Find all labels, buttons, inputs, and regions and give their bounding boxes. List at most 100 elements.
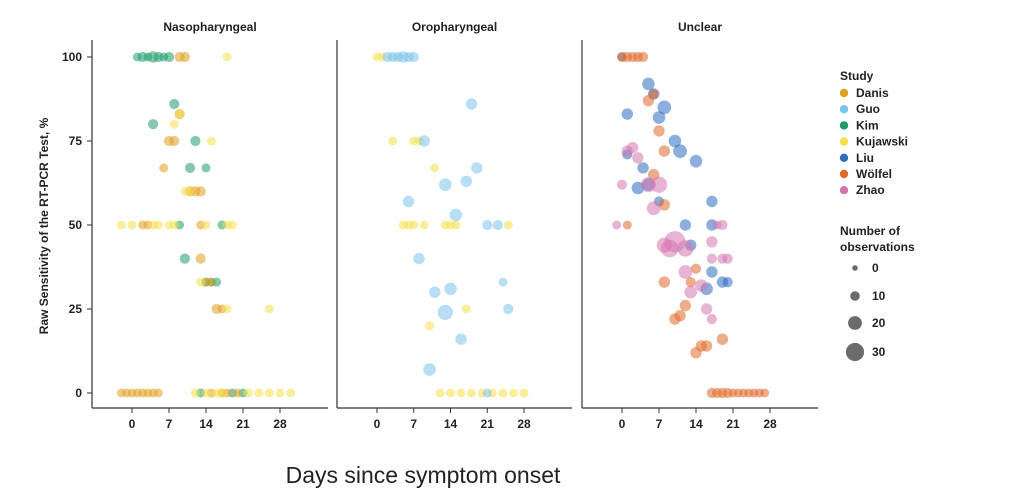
x-tick-label: 0 [374,417,381,431]
data-point-kujawski [388,136,398,146]
data-point-guo [437,304,453,320]
size-legend-label: 10 [872,289,886,303]
data-point-kujawski [222,304,232,314]
data-point-kujawski [425,321,434,331]
points-layer [116,51,770,399]
data-point-zhao [706,253,718,264]
size-legend-title-line2: observations [840,240,915,254]
data-point-kujawski [509,388,518,398]
data-point-guo [418,135,430,147]
y-tick-label: 25 [69,302,83,316]
data-point-kim [148,119,159,130]
legend-label: Zhao [856,183,885,197]
panel-title-0: Nasopharyngeal [163,20,256,34]
data-point-zhao [632,152,644,164]
panel-title-1: Oropharyngeal [412,20,497,34]
data-point-zhao [706,314,718,325]
data-point-zhao [706,236,718,248]
data-point-kujawski [435,388,445,398]
data-point-kujawski [190,388,200,398]
data-point-kim [201,163,211,173]
data-point-guo [402,195,415,208]
legend-label: Kim [856,118,879,132]
data-point-kujawski [243,388,253,398]
data-point-danis [195,253,206,264]
legend-swatch [839,121,849,130]
data-point-kujawski [254,388,264,398]
data-point-zhao [684,285,697,299]
data-point-guo [460,175,472,187]
panels-layer: Nasopharyngeal 0 7 14 21 28 0 25 50 75 100 Orophary… [62,20,818,431]
legend-label: Liu [856,151,874,165]
data-point-wlfel [658,276,670,288]
data-point-danis [159,163,169,173]
data-point-kujawski [169,220,179,230]
data-point-zhao [612,220,622,230]
data-point-guo [444,282,457,296]
x-axis-title: Days since symptom onset [286,462,561,488]
data-point-kujawski [201,220,211,230]
legend: Study Danis Guo Kim Kujawski Liu Wölfel Zhao Num… [839,69,915,362]
x-tick-label: 7 [410,417,417,431]
data-point-kim [169,98,180,110]
data-point-kujawski [201,388,211,398]
data-point-kujawski [217,388,227,398]
size-legend-label: 30 [872,345,886,359]
data-point-liu [668,134,682,148]
data-point-liu [637,162,649,174]
data-point-kim [185,162,196,173]
data-point-guo [455,333,467,345]
data-point-kujawski [286,388,296,398]
data-point-kujawski [169,119,179,129]
data-point-guo [423,363,436,376]
data-point-kujawski [264,388,274,398]
data-point-guo [482,388,492,398]
data-point-guo [429,286,441,298]
data-point-kujawski [116,220,126,230]
x-tick-label: 14 [689,417,703,431]
data-point-kujawski [519,388,529,398]
data-point-kujawski [430,163,440,173]
legend-swatch [839,137,849,146]
legend-swatch [839,186,849,195]
legend-label: Danis [856,86,889,100]
data-point-wlfel [760,388,770,398]
data-point-zhao [700,303,713,315]
data-point-wlfel [716,333,729,345]
data-point-kujawski [127,220,137,230]
data-point-liu [673,144,687,159]
data-point-liu [689,154,703,168]
size-legend-swatch [845,342,865,362]
data-point-guo [503,303,514,315]
data-point-kujawski [446,388,455,398]
legend-label: Kujawski [856,135,908,149]
data-point-guo [408,51,419,63]
x-tick-label: 21 [726,417,740,431]
size-legend-swatch [852,265,858,271]
data-point-wlfel [674,310,686,322]
data-point-zhao [616,179,628,190]
x-tick-label: 21 [481,417,495,431]
data-point-danis [206,277,216,287]
x-tick-label: 28 [517,417,531,431]
data-point-kujawski [461,304,471,314]
size-legend-swatch [850,291,860,301]
y-tick-label: 100 [62,50,82,64]
size-legend-label: 0 [872,261,879,275]
y-tick-label: 50 [69,218,83,232]
data-point-zhao [626,142,639,154]
data-point-kujawski [275,388,285,398]
data-point-guo [471,162,483,174]
legend-label: Guo [856,102,880,116]
data-point-kujawski [227,220,237,230]
size-legend-label: 20 [872,316,886,330]
data-point-zhao [695,279,708,292]
data-point-liu [706,266,718,278]
x-tick-label: 14 [444,417,458,431]
data-point-zhao [650,176,668,193]
data-point-zhao [678,265,693,279]
data-point-kujawski [498,388,508,398]
x-tick-label: 7 [656,417,663,431]
size-legend-swatch [848,316,862,330]
